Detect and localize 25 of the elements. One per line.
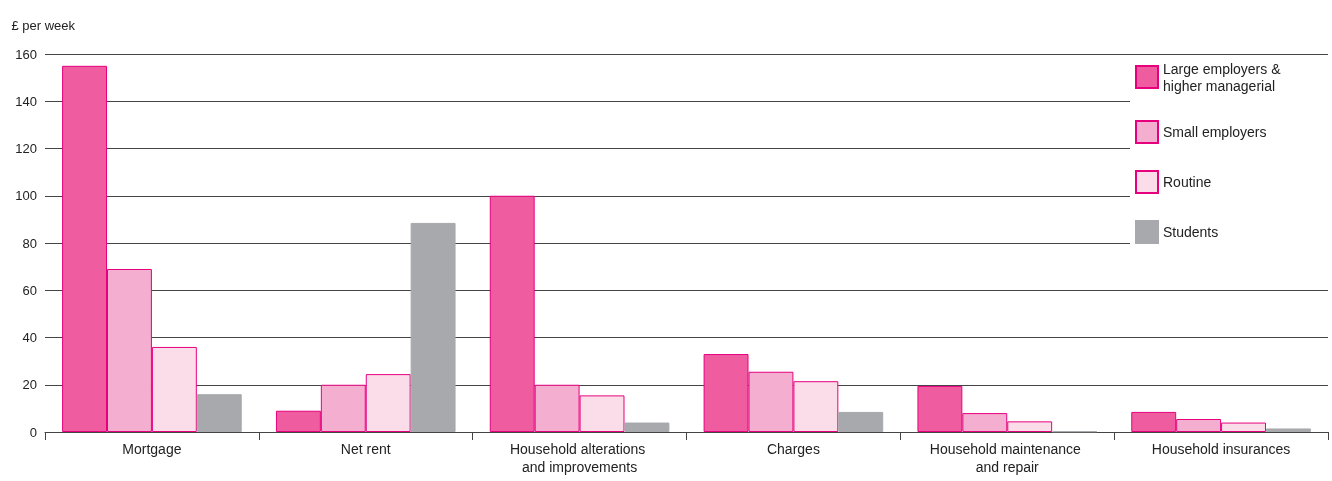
legend-label: Routine: [1163, 174, 1212, 190]
y-tick-label: 60: [22, 282, 37, 298]
y-tick-label: 120: [15, 141, 37, 156]
x-tick-label: Household maintenance and repair: [929, 441, 1085, 475]
legend-label: Large employers & higher managerial: [1163, 60, 1285, 94]
y-tick-label: 140: [15, 93, 37, 109]
y-axis-title: £ per week: [11, 18, 76, 33]
legend-label: Students: [1163, 224, 1219, 240]
x-tick-label: Household insurances: [1151, 441, 1291, 457]
y-tick-label: 40: [22, 330, 37, 345]
legend-label: Small employers: [1163, 124, 1267, 140]
x-tick-label: Household alterations and improvements: [509, 441, 650, 475]
y-tick-label: 80: [22, 235, 37, 251]
y-tick-label: 0: [29, 424, 37, 440]
x-tick-label: Charges: [766, 441, 820, 457]
x-tick-label: Net rent: [340, 441, 391, 457]
x-tick-label: Mortgage: [122, 441, 182, 457]
y-tick-label: 100: [15, 188, 37, 204]
y-tick-label: 160: [15, 46, 37, 62]
bar: [1265, 428, 1311, 432]
bar: [410, 222, 456, 432]
bar: [196, 394, 242, 432]
y-tick-label: 20: [22, 377, 37, 393]
bar: [838, 411, 884, 432]
bar: [624, 422, 670, 432]
